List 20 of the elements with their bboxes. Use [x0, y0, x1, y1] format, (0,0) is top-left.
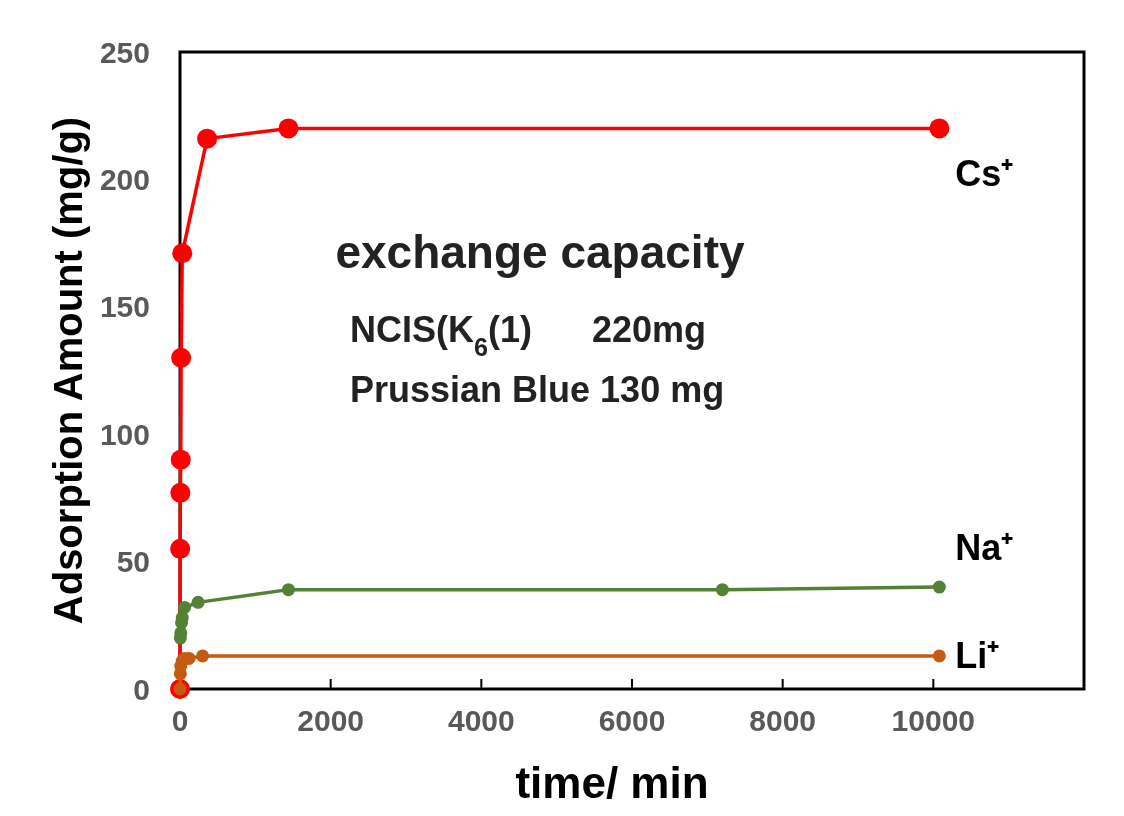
y-tick-label: 0: [133, 672, 150, 706]
annotation: Prussian Blue 130 mg: [350, 369, 725, 410]
y-tick-label: 200: [99, 162, 150, 196]
x-tick-label: 6000: [598, 704, 666, 737]
series-label: Na⁺: [955, 526, 1014, 568]
x-tick-label: 2000: [297, 704, 365, 737]
y-tick-label: 50: [116, 545, 150, 579]
y-tick-label: 250: [99, 35, 150, 69]
y-tick-label: 150: [99, 290, 150, 324]
y-axis-title: Adsorption Amount (mg/g): [46, 116, 90, 625]
x-tick-label: 4000: [447, 704, 515, 737]
series-label: Cs⁺: [955, 153, 1014, 195]
x-axis-title: time/ min: [515, 758, 709, 807]
x-tick-label: 10000: [891, 704, 976, 737]
y-tick-label: 100: [99, 417, 150, 451]
x-tick-label: 0: [171, 704, 189, 737]
annotation: NCIS(K$_{6}$(1) 220mg: [350, 309, 707, 361]
annotation: exchange capacity: [335, 226, 745, 278]
x-tick-label: 8000: [749, 704, 817, 737]
series-label: Li⁺: [955, 635, 1000, 677]
